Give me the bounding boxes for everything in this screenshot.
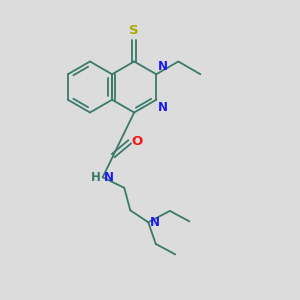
Text: O: O xyxy=(132,135,143,148)
Text: S: S xyxy=(129,25,139,38)
Text: N: N xyxy=(158,60,167,73)
Text: N: N xyxy=(104,171,114,184)
Text: H: H xyxy=(91,171,101,184)
Text: N: N xyxy=(158,101,168,114)
Text: N: N xyxy=(149,216,160,229)
